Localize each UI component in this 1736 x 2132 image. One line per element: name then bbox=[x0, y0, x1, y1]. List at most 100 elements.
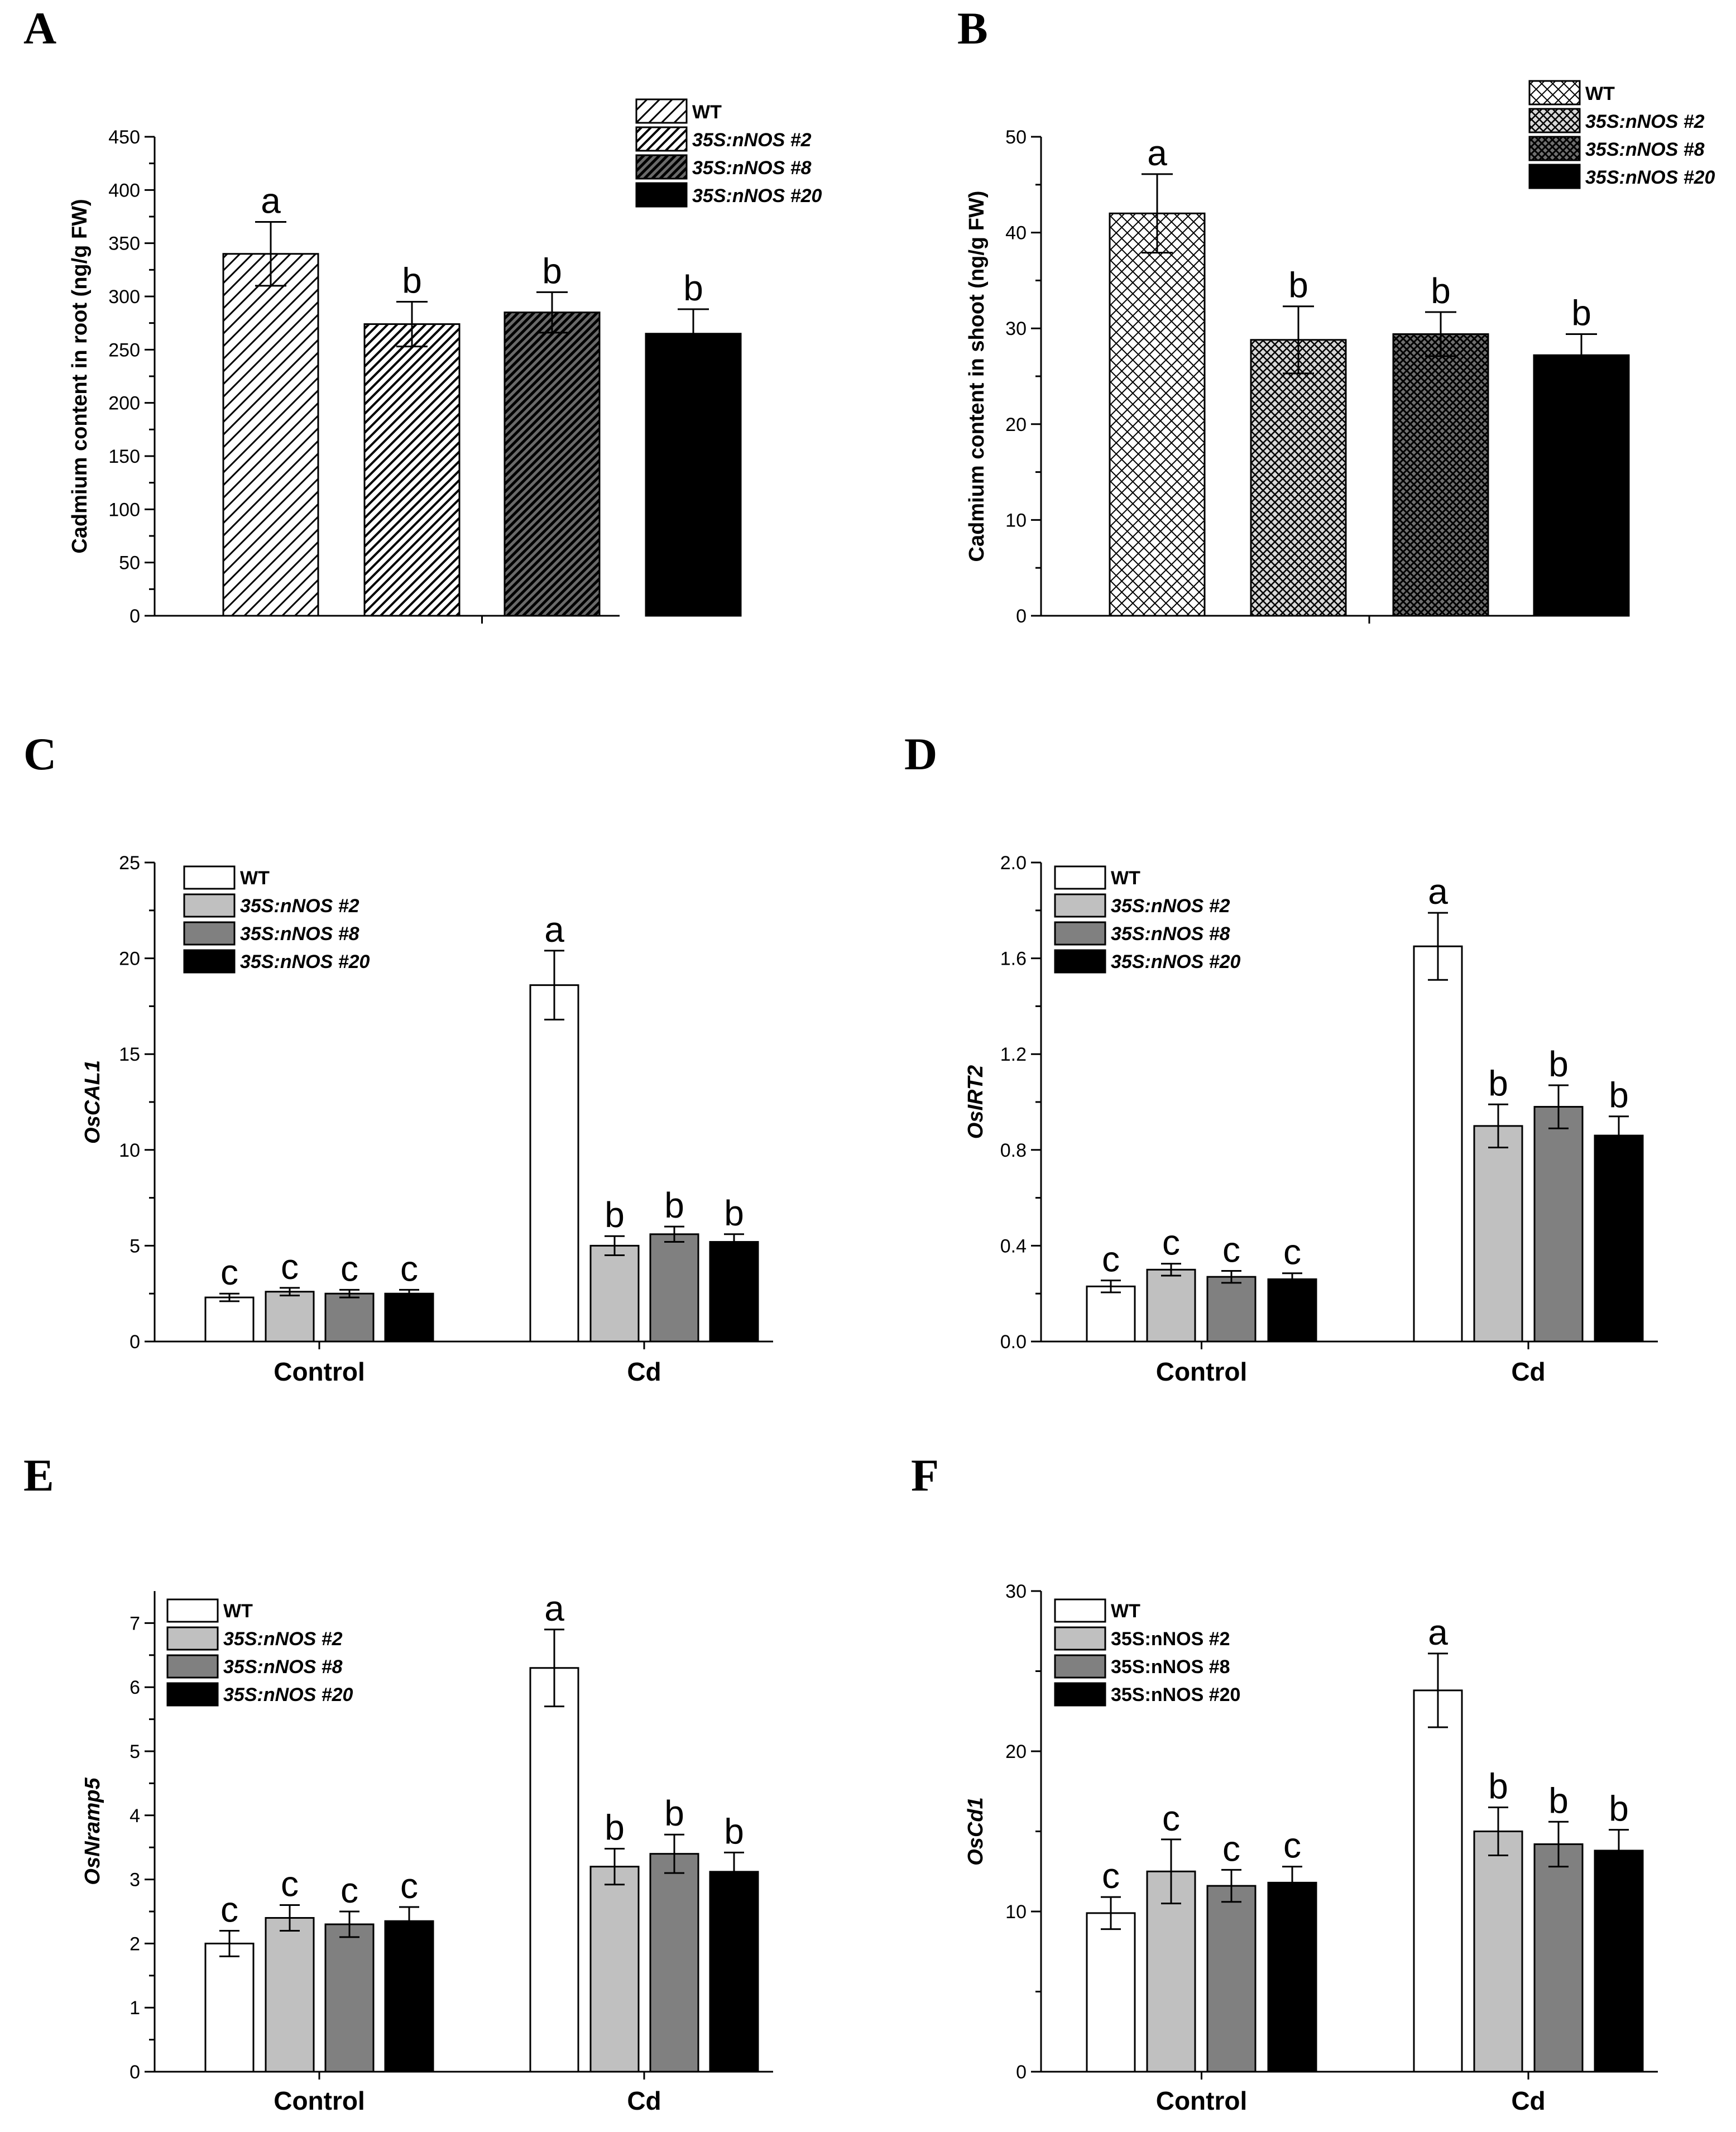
panel-letter: B bbox=[957, 3, 988, 54]
category-label-cd: Cd bbox=[627, 1357, 661, 1386]
category-label-control: Control bbox=[1156, 2086, 1248, 2115]
significance-letter: b bbox=[683, 268, 703, 308]
bar-35s-nnos-2 bbox=[363, 323, 461, 617]
bar-wt bbox=[1109, 212, 1206, 617]
y-tick-label: 30 bbox=[1005, 1581, 1027, 1602]
bar-35s-nnos-8 bbox=[503, 312, 601, 617]
bar-wt bbox=[222, 253, 319, 617]
bar-35s-nnos-8-control bbox=[1206, 1885, 1257, 2073]
legend-swatch-35s-nnos-2 bbox=[166, 1626, 219, 1651]
y-tick-label: 15 bbox=[119, 1044, 140, 1065]
significance-letter: b bbox=[1288, 265, 1308, 305]
legend-label-wt: WT bbox=[240, 868, 270, 889]
panel-d: D 0.0 0.4 0.8 1.2 1.6 2.0 OsIRT2 Control c c c c Cd a b… bbox=[904, 729, 1658, 1386]
legend-swatch-35s-nnos-8 bbox=[1528, 136, 1581, 161]
bar-wt-control bbox=[204, 1942, 255, 2073]
legend: WT 35S:nNOS #2 35S:nNOS #8 35S:nNOS #20 bbox=[166, 1598, 353, 1707]
bar-35s-nnos-20-control bbox=[1267, 1881, 1317, 2073]
category-label-control: Control bbox=[274, 1357, 365, 1386]
legend-swatch-wt bbox=[635, 98, 688, 124]
bar-35s-nnos-2 bbox=[1250, 339, 1347, 617]
significance-letter: b bbox=[1431, 271, 1451, 311]
y-tick-label: 0.0 bbox=[1000, 1331, 1027, 1353]
legend-label-35s-nnos-2: 35S:nNOS #2 bbox=[692, 130, 812, 151]
y-tick-label: 150 bbox=[108, 446, 140, 467]
bar-35s-nnos-8-control bbox=[324, 1292, 375, 1343]
y-tick-label: 20 bbox=[1005, 414, 1027, 435]
bar-35s-nnos-8-cd bbox=[649, 1233, 699, 1343]
y-tick-label: 350 bbox=[108, 233, 140, 255]
y-tick-label: 10 bbox=[1005, 1901, 1027, 1923]
legend-swatch-wt bbox=[1054, 865, 1106, 890]
significance-letter: c bbox=[1102, 1856, 1120, 1896]
y-tick-label: 40 bbox=[1005, 223, 1027, 244]
y-axis-label: OsCd1 bbox=[964, 1797, 987, 1865]
significance-letter: c bbox=[341, 1870, 358, 1910]
significance-letter: b bbox=[724, 1811, 744, 1851]
y-axis-label: Cadmium content in root (ng/g FW) bbox=[68, 199, 92, 553]
legend-label-35s-nnos-8: 35S:nNOS #8 bbox=[1111, 923, 1230, 945]
significance-letter: b bbox=[1571, 293, 1591, 333]
panel-letter: E bbox=[23, 1450, 54, 1501]
significance-letter: c bbox=[1102, 1239, 1120, 1280]
significance-letter: c bbox=[1222, 1828, 1240, 1869]
legend-label-wt: WT bbox=[1111, 1601, 1140, 1622]
y-tick-label: 200 bbox=[108, 393, 140, 414]
significance-letter: b bbox=[664, 1185, 684, 1225]
bar-35s-nnos-2-control bbox=[1146, 1870, 1196, 2073]
legend: WT 35S:nNOS #2 35S:nNOS #8 35S:nNOS #20 bbox=[1528, 80, 1715, 189]
bar-35s-nnos-20-cd bbox=[709, 1871, 759, 2073]
y-tick-label: 0 bbox=[130, 2062, 140, 2083]
legend-swatch-wt bbox=[183, 865, 236, 890]
legend-swatch-35s-nnos-8 bbox=[1054, 1654, 1106, 1679]
significance-letter: c bbox=[1162, 1223, 1180, 1263]
legend-swatch-35s-nnos-2 bbox=[1528, 108, 1581, 133]
y-tick-label: 4 bbox=[130, 1805, 140, 1827]
legend-swatch-35s-nnos-2 bbox=[635, 126, 688, 152]
bar-35s-nnos-2-cd bbox=[589, 1866, 640, 2073]
bar-35s-nnos-2-control bbox=[265, 1291, 315, 1343]
legend-swatch-35s-nnos-20 bbox=[1054, 1682, 1106, 1707]
bar-35s-nnos-2-control bbox=[1146, 1268, 1196, 1343]
legend-swatch-35s-nnos-8 bbox=[183, 921, 236, 946]
bar-35s-nnos-8-cd bbox=[1533, 1843, 1584, 2073]
y-tick-label: 20 bbox=[119, 948, 140, 970]
legend-label-35s-nnos-8: 35S:nNOS #8 bbox=[1585, 139, 1705, 160]
legend-swatch-wt bbox=[166, 1598, 219, 1623]
legend-label-wt: WT bbox=[1585, 83, 1615, 104]
legend-label-35s-nnos-2: 35S:nNOS #2 bbox=[1111, 1628, 1230, 1650]
y-tick-label: 2 bbox=[130, 1933, 140, 1954]
y-tick-label: 5 bbox=[130, 1741, 140, 1762]
y-tick-label: 50 bbox=[1005, 127, 1027, 148]
significance-letter: b bbox=[1548, 1044, 1569, 1084]
legend-swatch-wt bbox=[1054, 1598, 1106, 1623]
bar-35s-nnos-20-control bbox=[384, 1292, 434, 1343]
bar-35s-nnos-20 bbox=[1533, 354, 1630, 617]
significance-letter: c bbox=[1162, 1798, 1180, 1838]
legend-swatch-35s-nnos-20 bbox=[635, 182, 688, 208]
y-tick-label: 3 bbox=[130, 1870, 140, 1891]
legend-swatch-35s-nnos-2 bbox=[183, 893, 236, 918]
y-tick-label: 25 bbox=[119, 852, 140, 874]
significance-letter: b bbox=[724, 1193, 744, 1233]
legend-swatch-35s-nnos-8 bbox=[1054, 921, 1106, 946]
significance-letter: b bbox=[1609, 1075, 1629, 1115]
significance-letter: a bbox=[261, 181, 281, 221]
legend-swatch-35s-nnos-20 bbox=[1054, 949, 1106, 974]
significance-letter: c bbox=[341, 1248, 358, 1288]
y-tick-label: 0.4 bbox=[1000, 1235, 1027, 1257]
significance-letter: b bbox=[1609, 1789, 1629, 1829]
y-axis-label: Cadmium content in shoot (ng/g FW) bbox=[965, 191, 989, 562]
significance-letter: b bbox=[1488, 1063, 1508, 1103]
bar-35s-nnos-20-control bbox=[384, 1920, 434, 2073]
y-tick-label: 0 bbox=[130, 606, 140, 627]
legend-label-35s-nnos-8: 35S:nNOS #8 bbox=[692, 157, 812, 179]
panel-a: A 0 50 100 150 200 250 300 350 400 450 Cadmium cont… bbox=[23, 3, 822, 627]
bar-35s-nnos-8-cd bbox=[649, 1853, 699, 2073]
significance-letter: c bbox=[220, 1889, 238, 1929]
significance-letter: a bbox=[1428, 1612, 1448, 1652]
